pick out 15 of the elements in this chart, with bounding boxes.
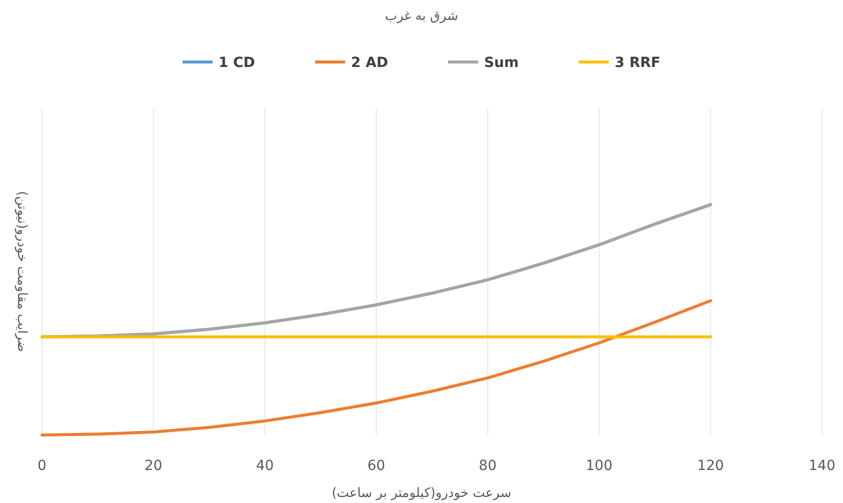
x-tick-label: 0	[38, 458, 46, 474]
x-tick-label: 140	[808, 458, 836, 474]
legend-label: 1 CD	[218, 55, 256, 71]
legend-label: 2 AD	[351, 55, 388, 71]
x-tick-label: 100	[586, 458, 613, 474]
x-tick-label: 60	[367, 458, 386, 474]
x-axis-title: سرعت خودرو(کیلومتر بر ساعت)	[332, 486, 512, 501]
x-tick-label: 80	[478, 458, 497, 474]
x-tick-label: 40	[256, 458, 274, 474]
legend-label: 3 RRF	[614, 55, 660, 71]
chart-title: شرق به غرب	[384, 9, 458, 24]
y-axis-title: ضرایب مقاومت خودرو(نیوتن)	[14, 191, 29, 352]
x-tick-label: 120	[697, 458, 724, 474]
x-tick-label: 20	[144, 458, 162, 474]
legend-label: Sum	[484, 55, 519, 71]
